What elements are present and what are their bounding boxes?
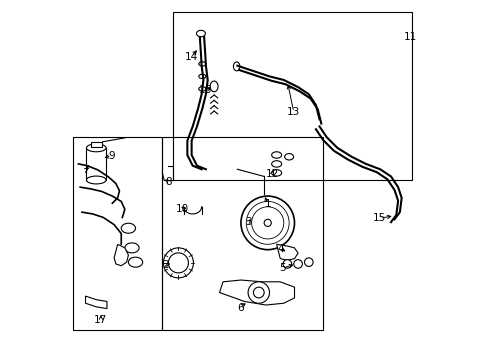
- Polygon shape: [85, 296, 107, 309]
- Polygon shape: [114, 244, 128, 266]
- Text: 5: 5: [278, 263, 285, 273]
- Circle shape: [247, 282, 269, 303]
- Ellipse shape: [242, 207, 285, 246]
- Text: 6: 6: [236, 302, 243, 312]
- Text: 9: 9: [108, 151, 115, 161]
- Ellipse shape: [86, 176, 106, 184]
- Bar: [73, 137, 162, 330]
- Ellipse shape: [271, 170, 281, 176]
- Text: 10: 10: [175, 204, 188, 214]
- Text: 12: 12: [265, 168, 279, 179]
- Polygon shape: [219, 280, 294, 305]
- Ellipse shape: [233, 62, 240, 71]
- Ellipse shape: [284, 154, 293, 160]
- Text: 7: 7: [82, 165, 89, 175]
- Ellipse shape: [198, 62, 205, 66]
- Text: 4: 4: [277, 244, 284, 253]
- Circle shape: [283, 260, 291, 268]
- Text: 17: 17: [94, 315, 107, 325]
- Text: 8: 8: [165, 177, 172, 187]
- Bar: [173, 12, 411, 180]
- Ellipse shape: [196, 30, 205, 37]
- Circle shape: [241, 196, 294, 249]
- Circle shape: [304, 258, 312, 266]
- Text: 13: 13: [286, 107, 300, 117]
- Circle shape: [293, 260, 302, 268]
- Bar: [162, 137, 323, 330]
- Ellipse shape: [271, 152, 281, 158]
- Ellipse shape: [121, 223, 135, 233]
- Ellipse shape: [128, 257, 142, 267]
- Text: 14: 14: [184, 52, 198, 62]
- Circle shape: [163, 248, 193, 278]
- Ellipse shape: [198, 74, 205, 78]
- Ellipse shape: [124, 243, 139, 253]
- Ellipse shape: [271, 161, 281, 167]
- Ellipse shape: [86, 144, 106, 152]
- Text: 11: 11: [403, 32, 416, 42]
- Text: 15: 15: [372, 213, 386, 223]
- Text: 1: 1: [264, 199, 270, 209]
- Text: 2: 2: [163, 260, 169, 270]
- Text: 3: 3: [244, 217, 251, 227]
- Polygon shape: [276, 244, 298, 260]
- Ellipse shape: [210, 81, 218, 92]
- Bar: [91, 142, 102, 147]
- Circle shape: [264, 219, 271, 226]
- Ellipse shape: [198, 87, 205, 91]
- Text: 16: 16: [199, 85, 212, 95]
